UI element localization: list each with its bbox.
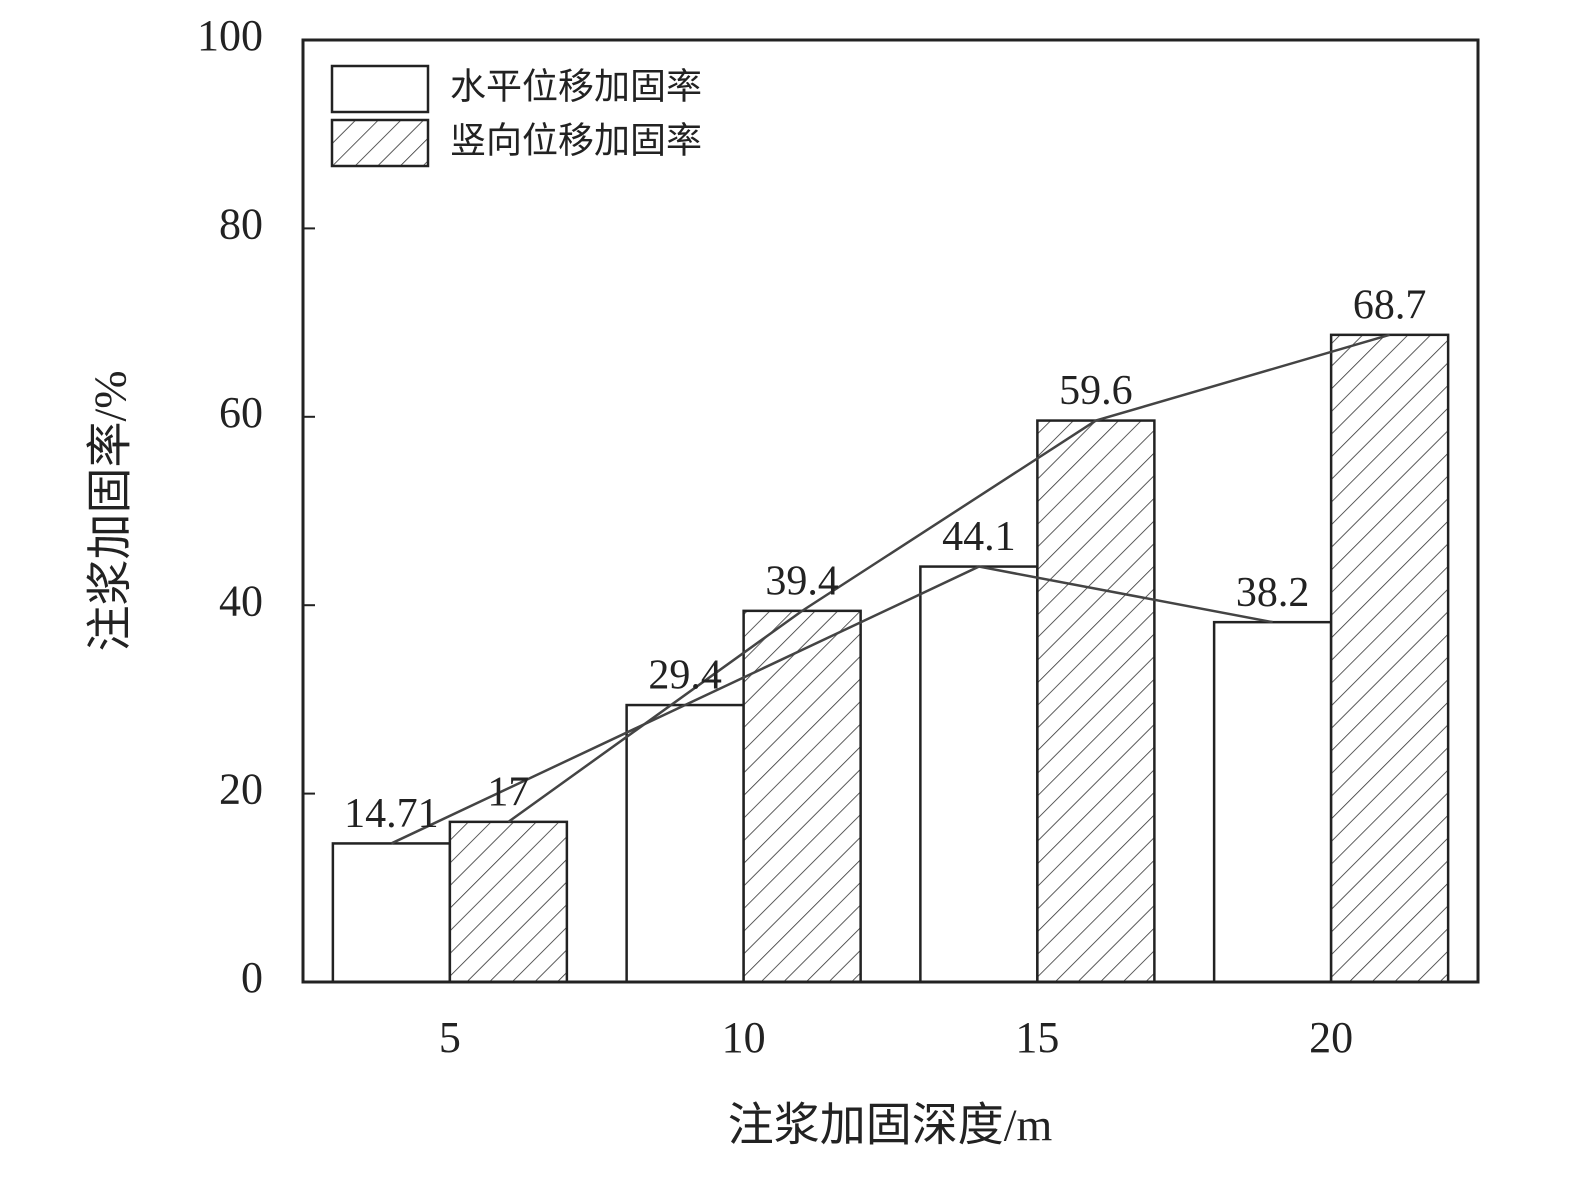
y-axis-label: 注浆加固率/% bbox=[85, 370, 136, 651]
y-tick-label: 20 bbox=[219, 765, 263, 814]
bar bbox=[448, 820, 569, 984]
x-tick-label: 15 bbox=[1015, 1013, 1059, 1062]
bar bbox=[1212, 620, 1333, 984]
x-tick-label: 20 bbox=[1309, 1013, 1353, 1062]
y-tick-label: 0 bbox=[241, 953, 263, 1002]
y-tick-label: 80 bbox=[219, 199, 263, 248]
legend-swatch bbox=[330, 64, 430, 114]
data-label: 17 bbox=[487, 770, 529, 816]
y-tick-label: 40 bbox=[219, 576, 263, 625]
y-tick-label: 100 bbox=[197, 11, 263, 60]
y-tick-label: 60 bbox=[219, 388, 263, 437]
data-label: 59.6 bbox=[1059, 368, 1133, 414]
data-label: 29.4 bbox=[648, 653, 722, 699]
x-tick-label: 10 bbox=[722, 1013, 766, 1062]
data-label: 39.4 bbox=[765, 558, 839, 604]
data-label: 68.7 bbox=[1353, 282, 1427, 328]
legend-label: 水平位移加固率 bbox=[450, 66, 702, 106]
plot-frame bbox=[301, 38, 1480, 984]
trend-line bbox=[507, 333, 1390, 823]
bar bbox=[742, 609, 862, 984]
bar bbox=[1036, 419, 1156, 984]
x-axis-label: 注浆加固深度/m bbox=[728, 1100, 1053, 1151]
data-label: 14.71 bbox=[344, 791, 439, 837]
bar bbox=[331, 842, 452, 984]
data-label: 38.2 bbox=[1236, 570, 1310, 616]
data-label: 44.1 bbox=[942, 514, 1016, 560]
bar bbox=[1329, 333, 1450, 984]
x-tick-label: 5 bbox=[439, 1013, 461, 1062]
legend-label: 竖向位移加固率 bbox=[450, 120, 702, 160]
trend-line bbox=[390, 565, 1273, 845]
legend-swatch bbox=[330, 118, 430, 168]
bar bbox=[625, 703, 745, 984]
bar bbox=[919, 565, 1039, 984]
